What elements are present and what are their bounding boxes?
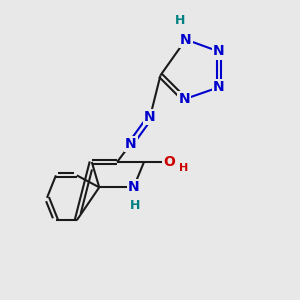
Text: H: H xyxy=(130,199,140,212)
Text: N: N xyxy=(180,32,192,46)
Text: O: O xyxy=(164,155,175,169)
Text: N: N xyxy=(213,80,224,94)
Text: H: H xyxy=(179,163,188,173)
Text: N: N xyxy=(128,180,140,194)
Text: N: N xyxy=(178,92,190,106)
Text: N: N xyxy=(125,137,136,151)
Text: N: N xyxy=(144,110,156,124)
Text: N: N xyxy=(213,44,224,58)
Text: H: H xyxy=(175,14,186,27)
